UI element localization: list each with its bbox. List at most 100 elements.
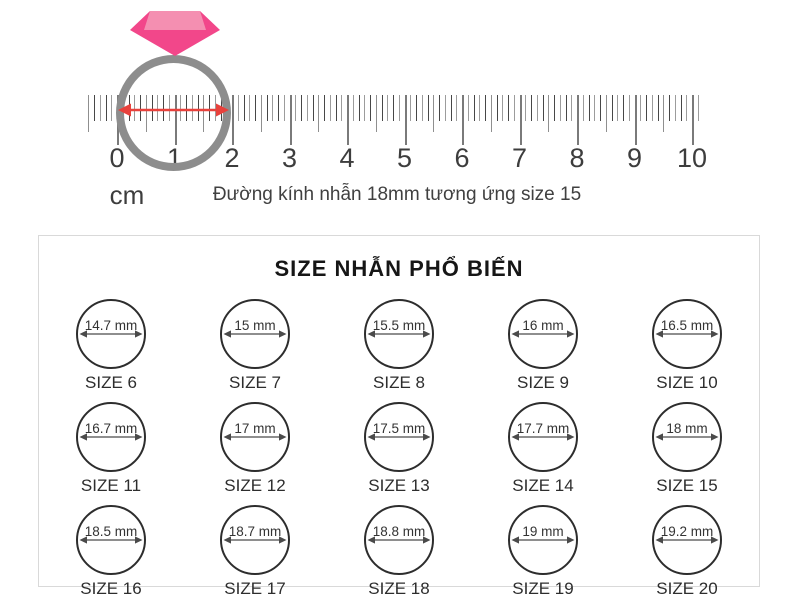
ring-size-item: 18.5 mm SIZE 16 [51,505,171,599]
diameter-label: 14.7 mm [84,318,138,333]
size-label: SIZE 15 [656,476,718,495]
ring-circle: 18.7 mm [220,505,290,575]
ruler-tick [272,95,274,121]
ruler-tick [646,95,647,121]
ruler-tick [94,95,95,121]
ruler-tick [364,95,366,121]
ruler-tick [577,95,579,145]
diameter-label: 18 mm [666,421,708,436]
ruler-tick [358,95,360,121]
diameter-label: 17.5 mm [372,421,426,436]
ring-circle: 16.7 mm [76,402,146,472]
ruler-tick [623,95,624,121]
ruler-tick [669,95,670,121]
ruler-number: 2 [224,143,240,173]
diameter-arrow-icon [79,536,143,544]
ruler-tick [111,95,113,121]
ruler-tick [600,95,601,121]
ruler-tick [404,95,407,145]
size-label: SIZE 13 [368,476,430,495]
ruler-tick [306,95,308,121]
ring-circle: 17.5 mm [364,402,434,472]
ruler-tick [462,95,464,145]
size-grid-row: 18.5 mm SIZE 16 18.7 mm SIZE 17 18.8 mm SIZE … [39,505,759,599]
ring-circle: 17 mm [220,402,290,472]
ring-size-item: 14.7 mm SIZE 6 [51,299,171,393]
ruler-tick [352,95,354,121]
ruler-tick [496,95,498,121]
ring-circle: 18 mm [652,402,722,472]
ruler-tick [473,95,475,121]
ruler-unit-label: cm [109,180,145,210]
diameter-arrow-icon [367,330,431,338]
ruler-number: 10 [676,143,708,173]
size-grid-row: 14.7 mm SIZE 6 15 mm SIZE 7 15.5 mm SIZE 8 16 … [39,299,759,393]
diameter-label: 19.2 mm [660,524,714,539]
ring-size-item: 18.7 mm SIZE 17 [195,505,315,599]
ring-circle: 16 mm [508,299,578,369]
ruler-tick [611,95,613,121]
ruler-tick [617,95,619,121]
size-label: SIZE 6 [85,373,137,392]
diameter-arrow-icon [511,433,575,441]
ruler-tick [255,95,256,121]
ring-size-item: 16 mm SIZE 9 [483,299,603,393]
ring-circle: 14.7 mm [76,299,146,369]
diameter-arrow-icon [655,330,719,338]
ruler-tick [324,95,325,121]
ruler-tick [502,95,504,121]
ring-circle: 15.5 mm [364,299,434,369]
ruler-tick [439,95,440,121]
ruler-tick [393,95,394,121]
ruler-tick [588,95,590,121]
ruler-tick [243,95,245,121]
ruler-tick [548,95,550,132]
size-chart-title: SIZE NHẪN PHỔ BIẾN [274,256,524,281]
ruler-tick [634,95,637,145]
ruler-tick [370,95,371,121]
ruler-tick [249,95,251,121]
ring-circle: 16.5 mm [652,299,722,369]
ruler-tick [519,95,522,145]
ring-size-item: 17 mm SIZE 12 [195,402,315,496]
size-label: SIZE 17 [224,579,286,598]
ring-circle: 17.7 mm [508,402,578,472]
ruler-number: 0 [109,143,125,173]
size-label: SIZE 7 [229,373,281,392]
ring-size-item: 16.7 mm SIZE 11 [51,402,171,496]
diameter-label: 18.8 mm [372,524,426,539]
ruler-number: 6 [454,143,470,173]
diameter-label: 16 mm [522,318,564,333]
ruler-tick [99,95,101,121]
ruler-tick [571,95,573,121]
size-label: SIZE 12 [224,476,286,495]
diameter-arrow-icon [223,330,287,338]
ruler-number: 8 [569,143,585,173]
ring-circle: 19.2 mm [652,505,722,575]
ruler-tick [542,95,544,121]
diameter-arrow-icon [655,433,719,441]
diameter-label: 15 mm [234,318,276,333]
diameter-label: 17.7 mm [516,421,570,436]
ruler-tick [278,95,279,121]
size-label: SIZE 9 [517,373,569,392]
ruler-tick [427,95,429,121]
size-label: SIZE 8 [373,373,425,392]
ruler-number: 7 [511,143,528,173]
ruler-tick [318,95,320,132]
diameter-arrow-icon [223,433,287,441]
ruler-tick [554,95,555,121]
ruler-tick [657,95,659,121]
ruler-tick [335,95,337,121]
ring-size-item: 17.5 mm SIZE 13 [339,402,459,496]
ruler-tick [381,95,383,121]
diameter-arrow-icon [367,433,431,441]
diameter-label: 18.7 mm [228,524,282,539]
size-label: SIZE 16 [80,579,142,598]
ruler-tick [260,95,262,132]
ruler-tick [594,95,596,121]
ruler-tick [444,95,446,121]
ring-size-item: 19 mm SIZE 19 [483,505,603,599]
ruler-tick [450,95,452,121]
